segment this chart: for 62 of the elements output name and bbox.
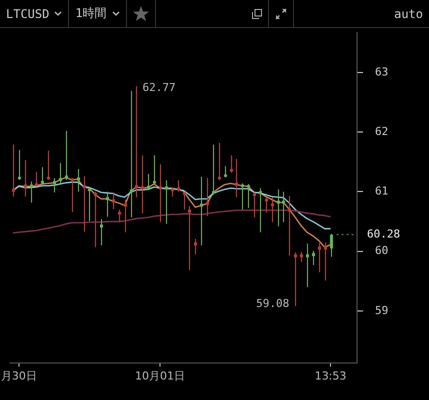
- candlestick: [147, 173, 150, 190]
- candlestick: [265, 196, 268, 214]
- y-tick-label: 60: [375, 244, 388, 258]
- candlestick: [118, 209, 121, 223]
- x-tick-label: 月30日: [0, 369, 37, 382]
- candlestick: [130, 90, 133, 218]
- candlestick: [194, 238, 197, 255]
- candlestick: [41, 166, 44, 184]
- candlestick: [294, 252, 297, 307]
- candlestick: [83, 176, 86, 232]
- y-tick-label: 63: [375, 65, 388, 78]
- candlestick: [65, 130, 68, 180]
- candlestick: [100, 218, 103, 246]
- candlestick: [300, 251, 303, 263]
- candlestick: [324, 242, 327, 282]
- candlestick: [94, 191, 97, 248]
- candlestick: [35, 172, 38, 187]
- chart-title: LTCUSD: [6, 6, 50, 20]
- candlestick: [188, 206, 191, 270]
- x-tick-label: 13:53: [314, 369, 346, 382]
- candlestick: [112, 192, 115, 210]
- candlestick: [106, 191, 109, 218]
- candlestick: [124, 198, 127, 233]
- candlestick: [206, 178, 209, 217]
- candlestick: [330, 234, 333, 258]
- candlestick: [24, 160, 27, 198]
- candlestick: [212, 144, 215, 196]
- chart-subtitle: 1時間: [75, 5, 107, 22]
- y-tick-label: 59: [375, 304, 388, 317]
- x-tick-label: 10月01日: [134, 369, 185, 382]
- candlestick: [271, 196, 274, 223]
- annotation: 59.08: [256, 297, 290, 310]
- candlestick: [200, 176, 203, 246]
- ref-line-label: 60.28: [367, 228, 400, 241]
- candlestick: [253, 192, 256, 218]
- candlestick: [306, 243, 309, 288]
- annotation: 62.77: [142, 81, 176, 94]
- candlestick: [277, 188, 280, 227]
- candlestick: [241, 182, 244, 210]
- candlestick: [177, 180, 180, 192]
- candlestick: [312, 250, 315, 266]
- candlestick: [30, 181, 33, 203]
- candlestick: [235, 158, 238, 198]
- candlestick: [165, 180, 168, 224]
- candlestick: [141, 154, 144, 214]
- candlestick: [259, 188, 262, 233]
- candlestick: [77, 168, 80, 192]
- y-tick-label: 61: [375, 184, 388, 198]
- candlestick: [318, 242, 321, 273]
- candlestick: [288, 195, 291, 256]
- text: auto: [394, 6, 423, 20]
- candlestick: [247, 183, 250, 208]
- candlestick: [159, 164, 162, 223]
- candlestick: [135, 86, 138, 198]
- candlestick: [153, 154, 156, 184]
- y-tick-label: 62: [375, 124, 388, 138]
- candlestick: [224, 166, 227, 178]
- candlestick: [53, 178, 56, 193]
- candlestick: [71, 178, 74, 213]
- candlestick: [230, 154, 233, 174]
- candlestick: [282, 191, 285, 223]
- candlestick: [59, 162, 62, 184]
